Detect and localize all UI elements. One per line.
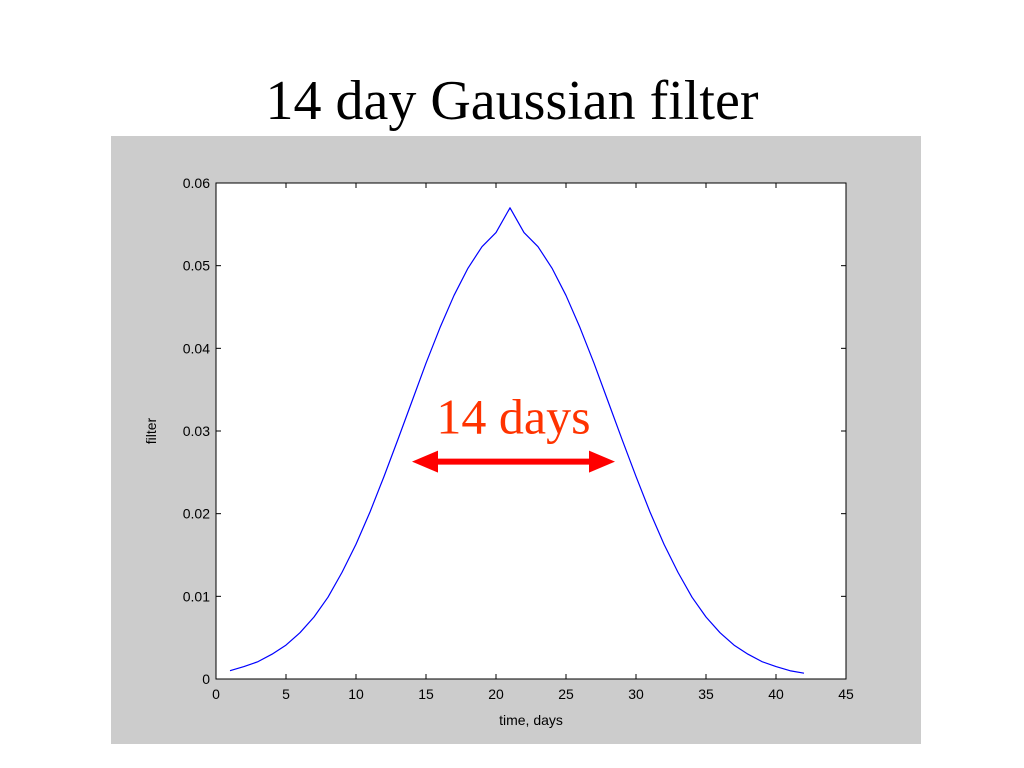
y-tick-labels: 0 0.01 0.02 0.03 0.04 0.05 0.06 <box>183 175 210 687</box>
x-tick-label: 0 <box>212 686 220 702</box>
annotation-arrow-head-left <box>412 450 438 473</box>
x-axis-label: time, days <box>499 712 563 728</box>
y-tick-label: 0.01 <box>183 588 210 604</box>
annotation-layer: 14 days <box>412 389 615 473</box>
x-tick-labels: 0 5 10 15 20 25 30 35 40 45 <box>212 686 854 702</box>
x-tick-label: 30 <box>628 686 644 702</box>
x-tick-label: 15 <box>418 686 434 702</box>
x-tick-label: 20 <box>488 686 504 702</box>
line-chart: 0 5 10 15 20 25 30 35 40 45 0 0.01 0.02 0.03 0.04 0.05… <box>143 175 854 728</box>
annotation-arrow-head-right <box>589 450 615 473</box>
slide-title: 14 day Gaussian filter <box>265 70 759 132</box>
y-tick-label: 0.05 <box>183 258 210 274</box>
ticks-layer <box>215 182 847 680</box>
y-tick-label: 0 <box>202 671 210 687</box>
plot-area <box>215 182 847 680</box>
y-tick-label: 0.02 <box>183 506 210 522</box>
x-tick-label: 40 <box>768 686 784 702</box>
x-tick-label: 45 <box>838 686 854 702</box>
x-tick-label: 5 <box>282 686 290 702</box>
x-tick-label: 25 <box>558 686 574 702</box>
y-axis-label: filter <box>143 417 159 444</box>
figure-panel: 0 5 10 15 20 25 30 35 40 45 0 0.01 0.02 0.03 0.04 0.05… <box>111 136 921 744</box>
series-line <box>229 207 805 674</box>
x-tick-label: 10 <box>348 686 364 702</box>
x-tick-label: 35 <box>698 686 714 702</box>
series-layer <box>229 207 805 674</box>
annotation-text: 14 days <box>436 389 590 445</box>
y-tick-label: 0.04 <box>183 340 210 356</box>
y-tick-label: 0.03 <box>183 423 210 439</box>
y-tick-label: 0.06 <box>183 175 210 191</box>
